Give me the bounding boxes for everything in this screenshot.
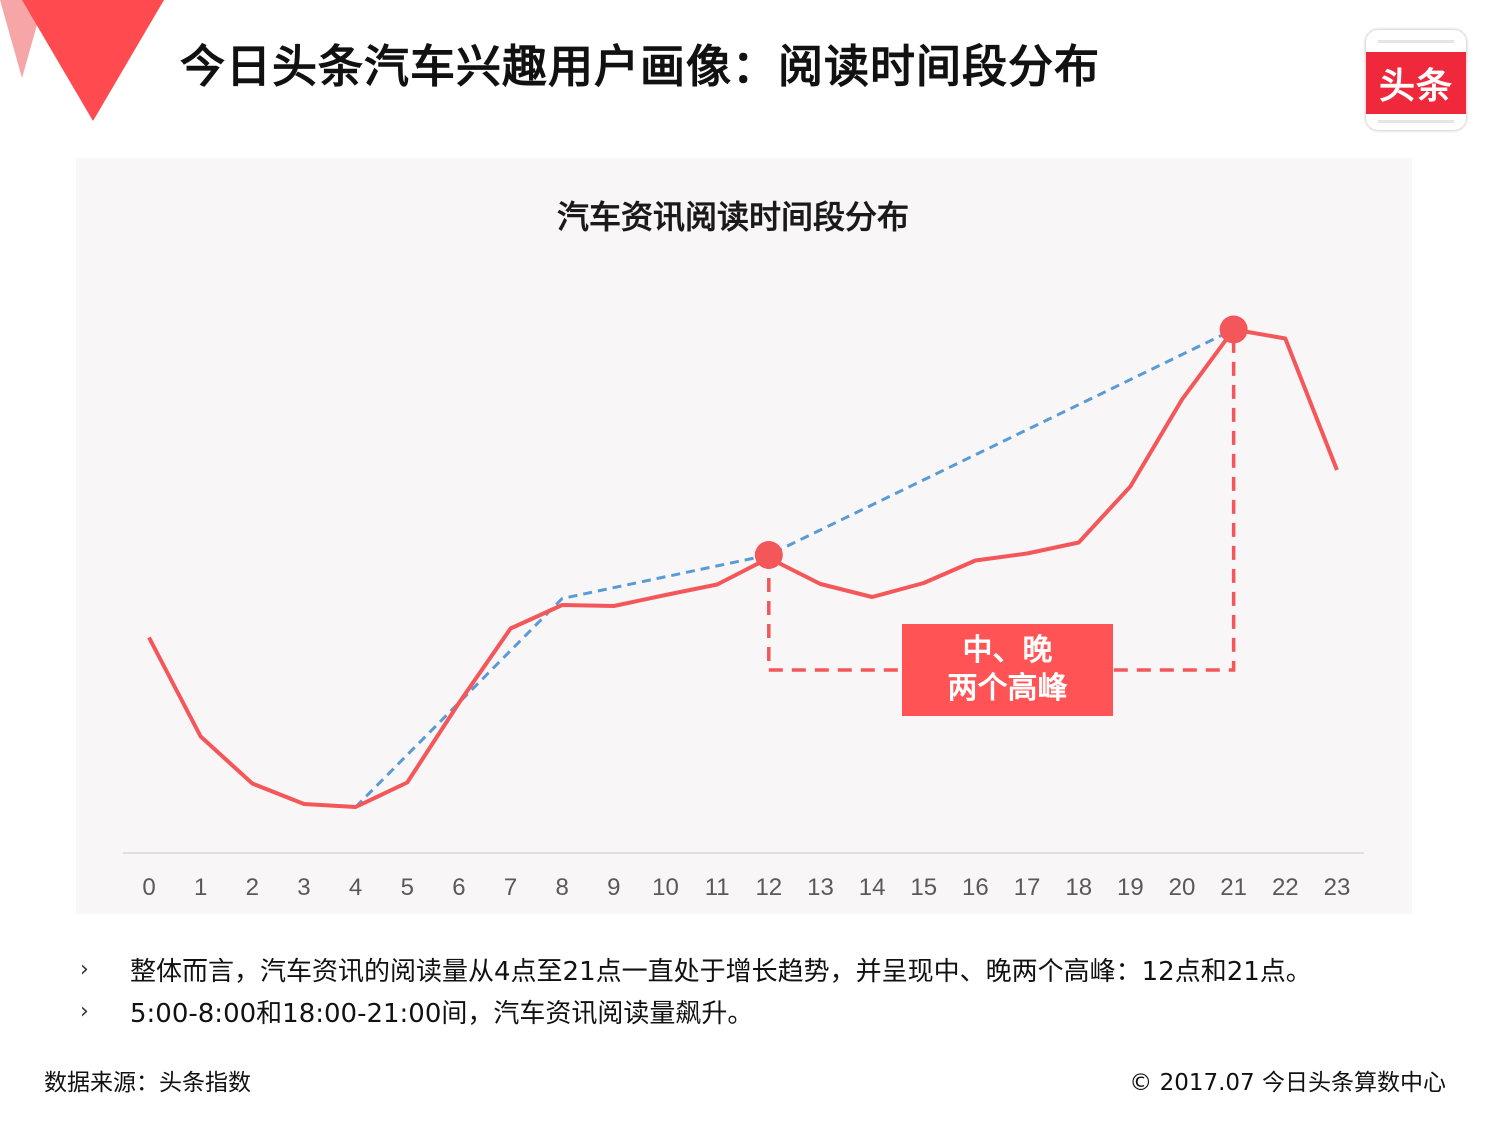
x-tick-label: 7 (504, 874, 517, 901)
x-tick-label: 5 (401, 874, 414, 901)
bullet-arrow-icon: › (80, 998, 89, 1024)
x-tick-label: 0 (142, 874, 155, 901)
x-tick-label: 8 (556, 874, 569, 901)
peaks-callout: 中、晚 两个高峰 (902, 624, 1113, 716)
x-tick-label: 22 (1272, 874, 1299, 901)
x-tick-label: 11 (705, 874, 730, 901)
x-tick-label: 4 (349, 874, 362, 901)
x-tick-label: 15 (910, 874, 937, 901)
peak-marker (1219, 315, 1248, 344)
summary-bullets: › 整体而言，汽车资讯的阅读量从4点至21点一直处于增长趋势，并呈现中、晚两个高… (80, 948, 1312, 1032)
x-tick-label: 20 (1169, 874, 1196, 901)
x-tick-label: 18 (1065, 874, 1092, 901)
data-source: 数据来源：头条指数 (44, 1070, 251, 1096)
x-tick-label: 12 (755, 874, 782, 901)
chart-title: 汽车资讯阅读时间段分布 (556, 198, 909, 236)
x-tick-label: 1 (194, 874, 207, 901)
chart-panel (76, 158, 1412, 914)
trend-line (354, 328, 1235, 809)
toutiao-logo: 头条 (1366, 30, 1466, 130)
x-tick-label: 13 (807, 874, 834, 901)
x-tick-label: 3 (297, 874, 310, 901)
series-line (147, 327, 1339, 809)
bullet-arrow-icon: › (80, 956, 89, 982)
bullet-item: › 整体而言，汽车资讯的阅读量从4点至21点一直处于增长趋势，并呈现中、晚两个高… (80, 948, 1312, 990)
bullet-item: › 5:00-8:00和18:00-21:00间，汽车资讯阅读量飙升。 (80, 990, 1312, 1032)
peak-bracket (767, 329, 1236, 672)
x-tick-label: 2 (246, 874, 259, 901)
callout-line-2: 两个高峰 (947, 671, 1068, 706)
x-tick-label: 23 (1324, 874, 1351, 901)
x-tick-label: 6 (452, 874, 465, 901)
x-tick-label: 10 (652, 874, 679, 901)
bullet-text-2: 5:00-8:00和18:00-21:00间，汽车资讯阅读量飙升。 (130, 998, 754, 1029)
x-tick-label: 16 (962, 874, 989, 901)
bullet-text-1: 整体而言，汽车资讯的阅读量从4点至21点一直处于增长趋势，并呈现中、晚两个高峰：… (130, 956, 1312, 987)
x-tick-label: 14 (859, 874, 886, 901)
corner-decoration (0, 0, 164, 121)
peak-marker (754, 541, 783, 569)
copyright: © 2017.07 今日头条算数中心 (1129, 1070, 1446, 1096)
x-tick-label: 9 (607, 874, 620, 901)
x-tick-label: 17 (1014, 874, 1041, 901)
callout-line-1: 中、晚 (962, 633, 1053, 668)
logo-text: 头条 (1378, 66, 1453, 107)
x-tick-label: 19 (1117, 874, 1144, 901)
x-tick-label: 21 (1220, 874, 1247, 901)
page-title: 今日头条汽车兴趣用户画像：阅读时间段分布 (180, 40, 1101, 93)
